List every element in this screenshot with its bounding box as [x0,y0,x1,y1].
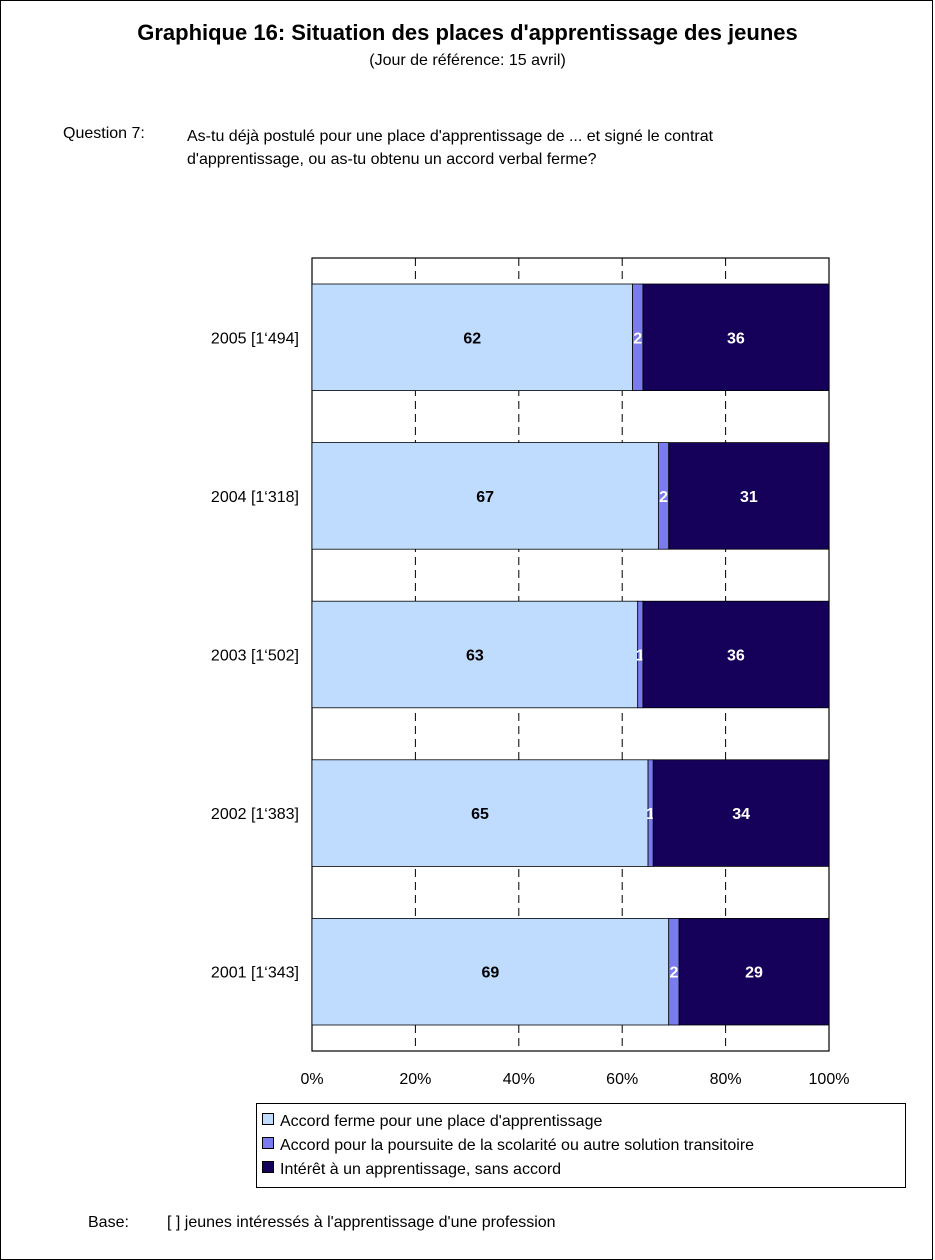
legend-item-poursuite-scolarite: Accord pour la poursuite de la scolarité… [262,1134,905,1158]
legend-swatch-poursuite-scolarite [262,1137,274,1149]
data-label-1-series-0: 67 [476,489,494,506]
legend-label-sans-accord: Intérêt à un apprentissage, sans accord [280,1161,562,1178]
legend-label-accord-ferme: Accord ferme pour une place d'apprentiss… [280,1113,603,1130]
question-text: As-tu déjà postulé pour une place d'appr… [187,128,714,168]
legend-item-accord-ferme: Accord ferme pour une place d'apprentiss… [262,1110,905,1134]
bar-0-series-2 [642,283,830,391]
data-label-1-series-1: 2 [659,489,668,506]
category-label-0: 2005 [1‘494] [211,330,299,347]
bar-4-series-0 [311,918,670,1026]
legend-swatch-sans-accord [262,1161,274,1173]
legend-label-poursuite-scolarite: Accord pour la poursuite de la scolarité… [280,1137,755,1154]
chart-subtitle: (Jour de référence: 15 avril) [369,52,566,69]
legend-swatch-accord-ferme [262,1113,274,1125]
question-label: Question 7: [63,125,145,142]
data-label-1-series-2: 31 [740,489,758,506]
category-label-1: 2004 [1‘318] [211,489,299,506]
category-label-2: 2003 [1‘502] [211,648,299,665]
category-label-3: 2002 [1‘383] [211,806,299,823]
data-label-4-series-1: 2 [669,965,678,982]
data-label-2-series-1: 1 [636,648,645,665]
chart-legend: Accord ferme pour une place d'apprentiss… [256,1103,906,1188]
chart-title: Graphique 16: Situation des places d'app… [137,20,798,45]
bar-0-series-0 [311,283,633,391]
bar-2-series-0 [311,600,639,709]
data-label-0-series-1: 2 [633,330,642,347]
data-label-4-series-2: 29 [745,965,763,982]
data-label-0-series-2: 36 [727,330,745,347]
data-label-2-series-0: 63 [466,648,484,665]
base-label: Base: [88,1214,129,1231]
stacked-bar-chart: 62 2 36 2005 [1‘494] 67 2 31 2004 [1‘318] 63 1 36 2… [211,257,850,1088]
x-tick-label-0: 0% [300,1071,323,1088]
x-tick-label-1: 20% [399,1071,431,1088]
bar-1-series-0 [311,442,659,550]
data-label-0-series-0: 62 [463,330,481,347]
data-label-3-series-1: 1 [646,806,655,823]
x-tick-label-3: 60% [606,1071,638,1088]
x-tick-label-2: 40% [503,1071,535,1088]
bar-4-series-2 [678,918,830,1026]
legend-item-sans-accord: Intérêt à un apprentissage, sans accord [262,1158,905,1182]
bar-2-series-2 [642,600,830,709]
data-label-3-series-2: 34 [732,806,750,823]
base-text: [ ] jeunes intéressés à l'apprentissage … [167,1214,556,1231]
x-tick-label-4: 80% [710,1071,742,1088]
x-tick-label-5: 100% [809,1071,850,1088]
category-label-4: 2001 [1‘343] [211,965,299,982]
bar-1-series-2 [668,442,830,550]
bar-3-series-0 [311,759,649,867]
data-label-2-series-2: 36 [727,648,745,665]
bar-3-series-2 [652,759,830,867]
data-label-3-series-0: 65 [471,806,489,823]
data-label-4-series-0: 69 [481,965,499,982]
